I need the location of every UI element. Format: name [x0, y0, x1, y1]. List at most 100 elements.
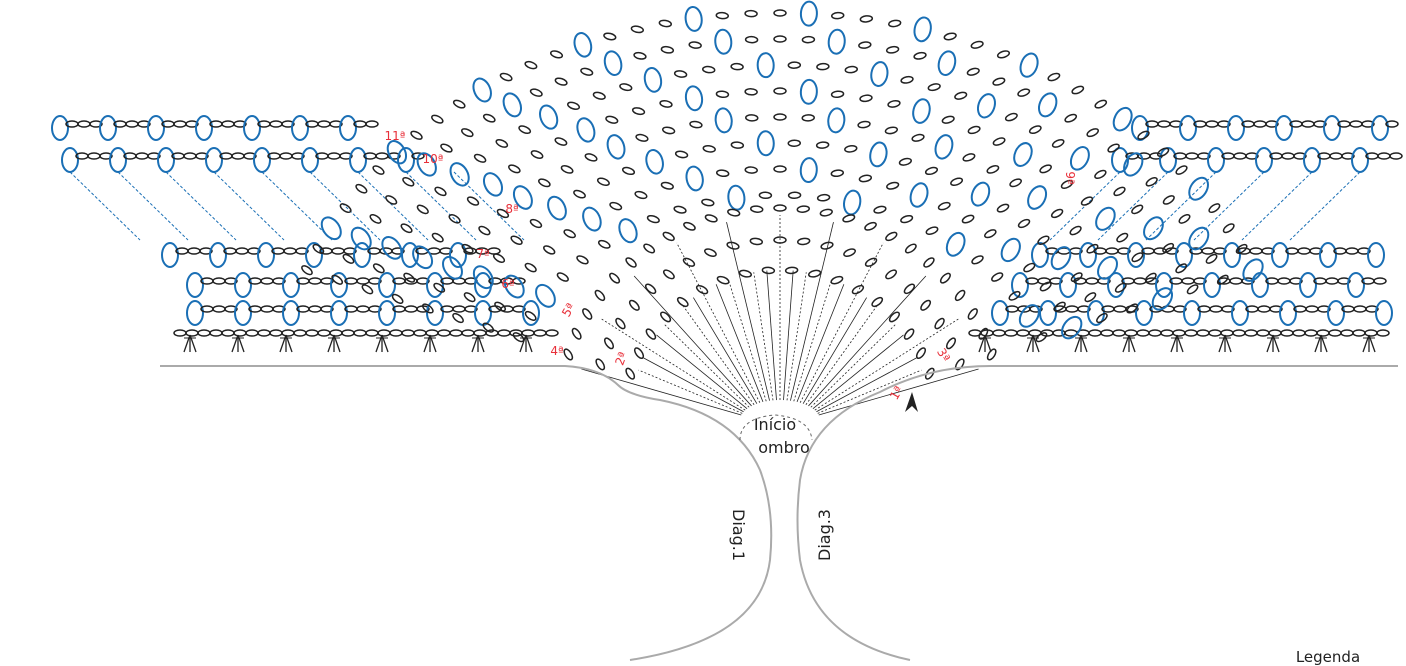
chain	[961, 214, 975, 224]
double-crochet	[339, 115, 357, 141]
double-crochet	[1019, 52, 1039, 78]
chain	[339, 203, 352, 214]
chain	[308, 277, 322, 285]
guide-line	[1097, 171, 1169, 241]
chain	[1051, 138, 1065, 148]
chain	[1114, 282, 1127, 293]
double-crochet	[870, 61, 889, 87]
fan-stitch	[727, 279, 767, 402]
chain	[1156, 147, 1170, 157]
chain	[801, 114, 815, 122]
chain	[1265, 120, 1279, 128]
chain	[801, 35, 816, 44]
chain	[416, 204, 429, 215]
chain	[954, 289, 966, 302]
double-crochet	[1135, 300, 1153, 326]
chain	[631, 107, 646, 116]
chain	[1269, 305, 1283, 313]
chain	[400, 223, 413, 234]
chain	[1080, 196, 1094, 206]
chain	[356, 277, 370, 285]
chain	[885, 45, 900, 54]
chain	[1094, 169, 1107, 180]
double-crochet	[1255, 147, 1273, 173]
chain	[633, 347, 645, 360]
chain	[1277, 277, 1291, 285]
chain	[1268, 329, 1282, 337]
chain	[584, 153, 598, 162]
chain	[885, 269, 898, 280]
double-crochet	[1351, 147, 1369, 173]
double-crochet	[1367, 242, 1385, 268]
chain	[1145, 177, 1158, 187]
double-crochet	[1175, 242, 1193, 268]
chain	[1213, 247, 1227, 255]
chain	[787, 191, 802, 200]
chain	[439, 247, 453, 255]
chain	[658, 19, 673, 28]
double-crochet	[61, 147, 79, 173]
chain	[1249, 247, 1263, 255]
chain	[510, 235, 523, 245]
chain	[464, 305, 478, 313]
double-crochet	[502, 92, 523, 118]
chain	[643, 243, 656, 254]
double-crochet	[209, 242, 227, 268]
chain	[986, 348, 997, 361]
chain	[1017, 88, 1031, 97]
double-crochet	[205, 147, 223, 173]
chain	[1221, 305, 1235, 313]
chain	[1173, 305, 1187, 313]
chain	[281, 120, 295, 128]
chain	[1280, 329, 1294, 337]
chain	[715, 11, 730, 20]
fan-stitch	[753, 272, 774, 401]
chain	[830, 275, 844, 285]
chain	[1131, 204, 1144, 215]
chain	[738, 269, 752, 278]
double-crochet	[603, 50, 623, 76]
row-label: 1ª	[887, 384, 906, 403]
chain	[473, 153, 487, 163]
chain	[1185, 152, 1199, 160]
double-crochet	[685, 165, 704, 192]
chain	[954, 358, 965, 371]
chain	[331, 247, 345, 255]
chain	[859, 15, 874, 23]
chain	[377, 329, 391, 337]
double-crochet	[282, 300, 300, 326]
chain	[1304, 329, 1318, 337]
chain	[1133, 277, 1147, 285]
chain	[704, 248, 717, 257]
fan-stitch	[796, 284, 845, 403]
chain	[339, 152, 353, 160]
chain	[1137, 130, 1150, 140]
chain	[320, 277, 334, 285]
double-crochet	[582, 206, 602, 232]
double-crochet	[449, 162, 470, 187]
chain	[1053, 301, 1066, 312]
chain	[727, 208, 741, 217]
fan-stitch	[817, 369, 922, 414]
double-crochet	[426, 272, 444, 298]
double-crochet	[727, 184, 746, 211]
chain	[1229, 277, 1243, 285]
chain	[1153, 247, 1167, 255]
double-crochet	[474, 272, 492, 298]
chain	[796, 237, 811, 246]
double-crochet	[474, 300, 492, 326]
chain	[1197, 152, 1211, 160]
chain	[496, 208, 510, 219]
chain	[842, 214, 856, 223]
chain	[473, 329, 487, 337]
double-crochet	[573, 32, 593, 58]
chain	[343, 247, 357, 255]
chain	[992, 137, 1006, 146]
chain	[1196, 329, 1210, 337]
chain	[633, 51, 647, 60]
chain	[1070, 272, 1083, 283]
double-crochet	[253, 147, 271, 173]
chain	[1216, 274, 1229, 285]
chain	[556, 272, 569, 282]
